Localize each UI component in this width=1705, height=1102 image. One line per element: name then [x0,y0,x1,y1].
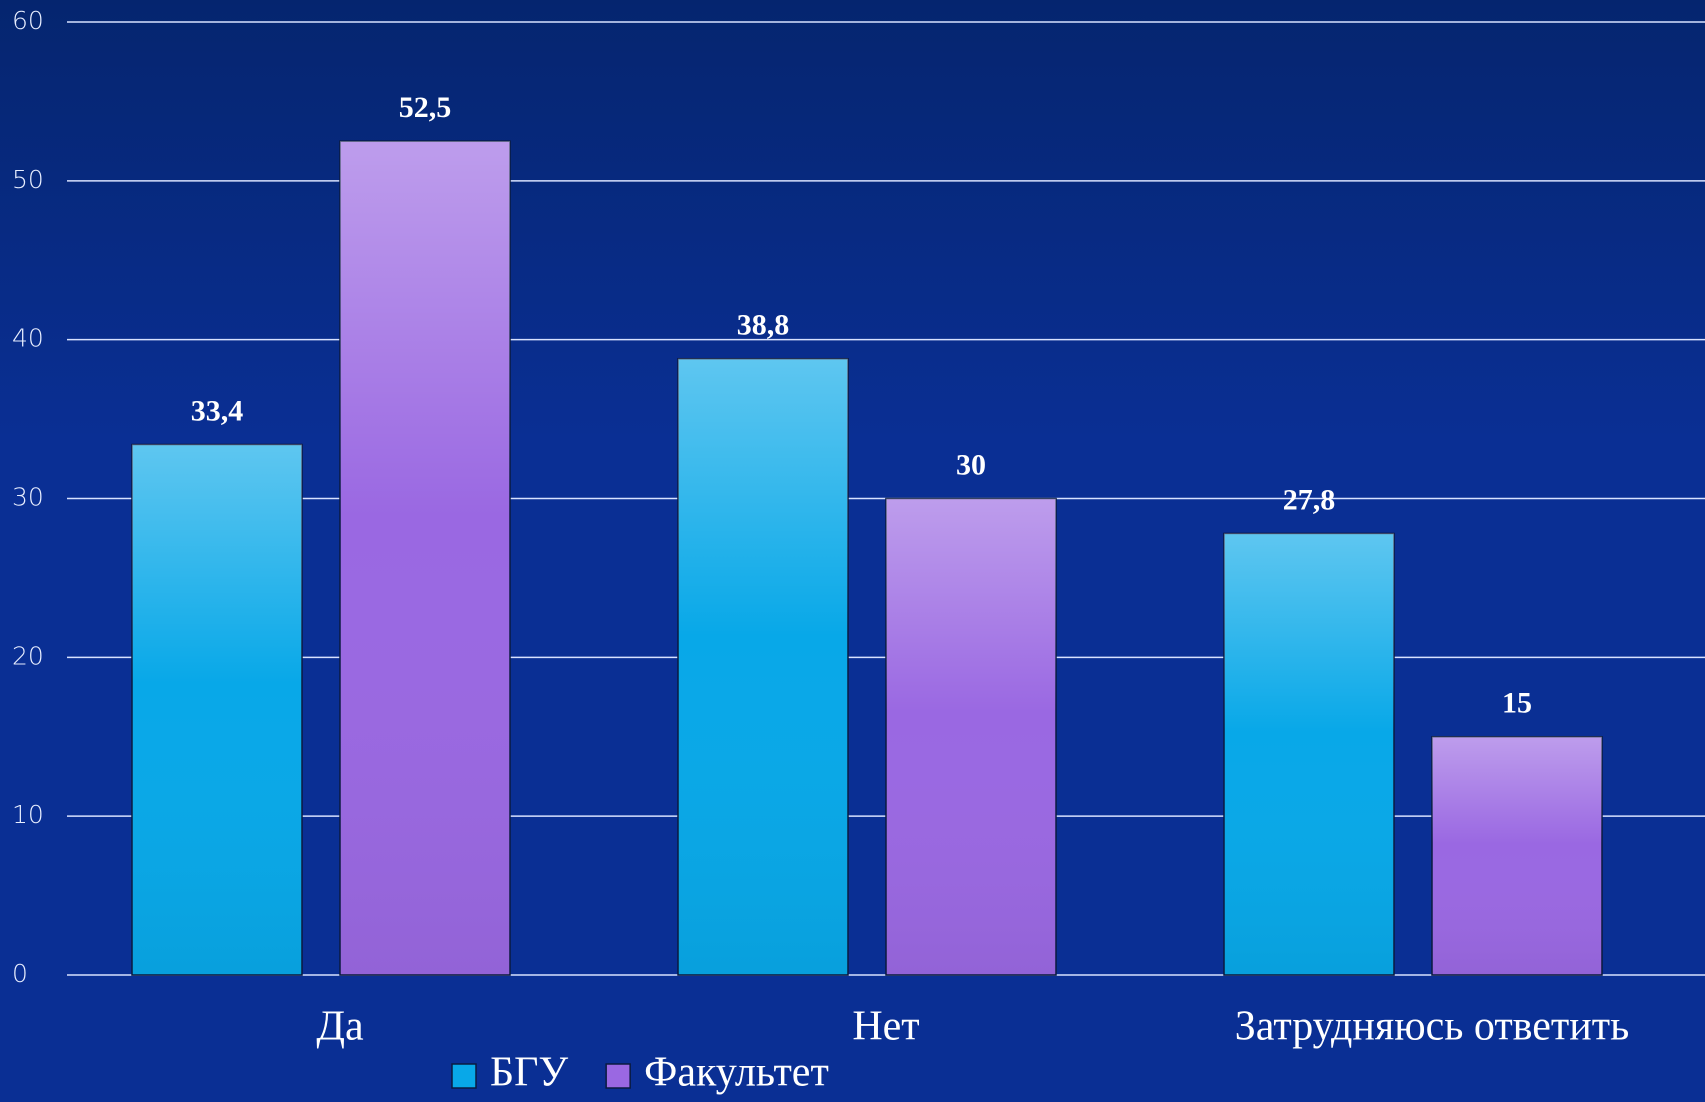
y-tick-label: 60 [12,6,44,35]
data-label: 33,4 [191,394,244,427]
bar-shine [132,444,302,975]
data-label: 52,5 [399,91,452,124]
legend-swatch [605,1063,631,1089]
legend-label: Факультет [644,1050,829,1096]
y-tick-label: 40 [12,324,44,353]
data-label: 30 [956,448,986,481]
bar-shine [678,358,848,975]
legend-swatch [451,1063,477,1089]
x-tick-label: Затрудняюсь ответить [1235,1004,1629,1050]
y-tick-label: 20 [12,641,44,670]
y-tick-label: 30 [12,483,44,512]
y-tick-label: 50 [12,165,44,194]
y-tick-label: 10 [12,800,44,829]
bar-shine [1224,533,1394,975]
y-tick-label: 0 [12,959,28,988]
x-tick-label: Да [316,1004,364,1050]
bar-shine [886,498,1056,975]
data-label: 38,8 [737,309,790,342]
data-label: 15 [1502,687,1532,720]
data-label: 27,8 [1283,483,1336,516]
x-tick-label: Нет [852,1004,919,1050]
bar-shine [1432,736,1602,975]
legend-label: БГУ [490,1050,568,1096]
bar-shine [340,141,510,975]
